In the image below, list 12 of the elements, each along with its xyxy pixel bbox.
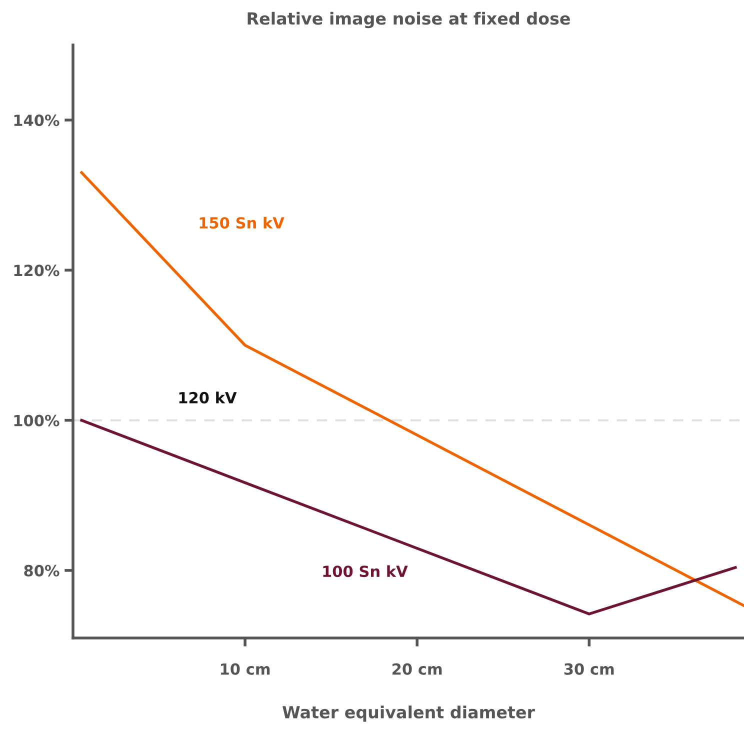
- y-tick-label: 100%: [14, 414, 60, 426]
- x-tick-label: 10 cm: [220, 663, 270, 675]
- series-label: 100 Sn kV: [323, 565, 408, 578]
- x-tick-label: 20 cm: [392, 663, 442, 675]
- text: 150 Sn kV: [200, 216, 284, 229]
- x-axis-title: Water equivalent diameter: [282, 706, 535, 722]
- ref-line-label: 120 kV: [179, 392, 237, 404]
- y-tick-label: 80%: [24, 564, 60, 576]
- y-tick-label: 120%: [14, 264, 60, 276]
- chart-title: Relative image noise at fixed dose: [248, 12, 570, 28]
- x-tick-label: 30 cm: [564, 663, 614, 675]
- y-tick-label: 140%: [14, 114, 60, 126]
